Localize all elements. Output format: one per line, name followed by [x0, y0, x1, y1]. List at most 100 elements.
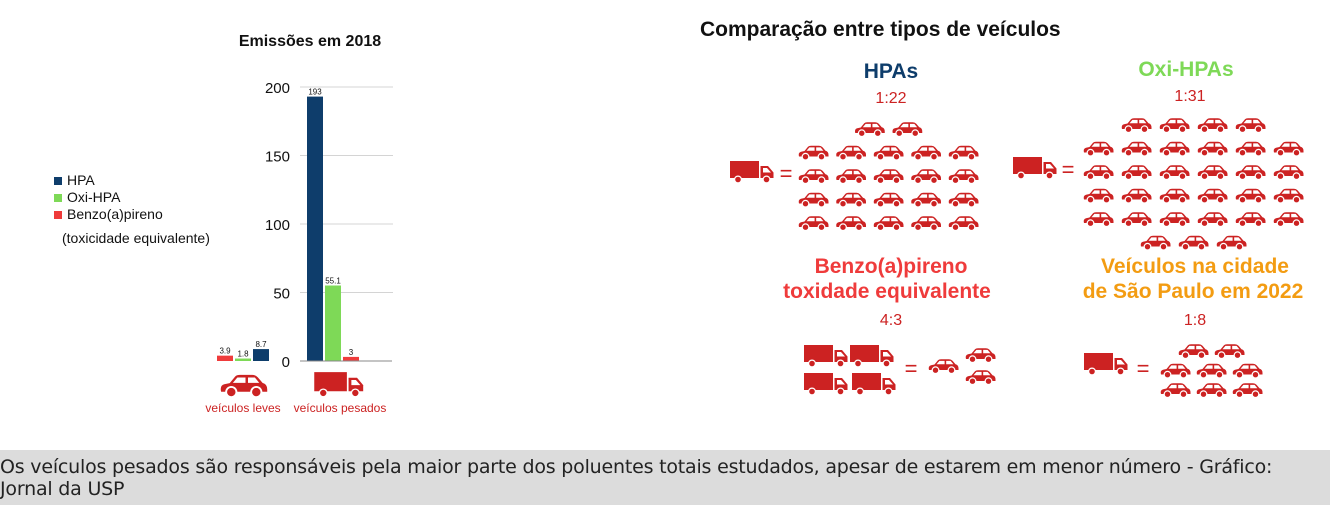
category-label-heavy: veículos pesados [294, 401, 387, 415]
infographic: Emissões em 2018 0 50 100 150 200 3.9 1.8 8.7 1… [54, 18, 1304, 415]
group-label-benzo-line2: toxidade equivalente [783, 280, 991, 303]
chart-title: Emissões em 2018 [239, 33, 381, 50]
car-icon [1273, 141, 1304, 157]
car-icon [948, 145, 979, 161]
y-tick-label: 150 [265, 149, 290, 166]
car-icon [1083, 164, 1114, 180]
car-icon [835, 215, 867, 231]
car-icon [1160, 382, 1191, 398]
bars [217, 96, 359, 361]
car-icon [1121, 117, 1152, 133]
bar-value-label: 1.8 [237, 350, 249, 359]
bar-value-label: 8.7 [255, 340, 267, 349]
truck-icon [850, 344, 894, 368]
y-tick-label: 50 [273, 286, 290, 303]
car-icon [910, 192, 942, 208]
car-icon [928, 358, 959, 374]
car-icon [873, 215, 904, 231]
car-icon [1232, 363, 1263, 379]
car-icon [1159, 141, 1190, 157]
truck-icon [730, 160, 774, 184]
caption-bar: Os veículos pesados são responsáveis pel… [0, 450, 1330, 505]
group-label-benzo-line1: Benzo(a)pireno [815, 255, 968, 278]
car-icon [873, 168, 904, 184]
car-icon [1160, 363, 1191, 379]
car-icon [798, 215, 829, 231]
car-icon [1196, 382, 1227, 398]
car-icon [1232, 382, 1263, 398]
legend-note: (toxicidade equivalente) [62, 230, 210, 246]
car-icon [1121, 188, 1152, 204]
equals-sign: = [1137, 356, 1150, 381]
vehicle-comparison: Comparação entre tipos de veículos HPAs … [700, 18, 1304, 398]
bar [253, 349, 269, 361]
y-axis-ticks: 0 50 100 150 200 [265, 80, 290, 371]
car-icon [873, 145, 904, 161]
car-icon [1178, 235, 1209, 251]
equals-sign: = [780, 161, 793, 186]
car-icon [1273, 188, 1304, 204]
car-icon [1083, 211, 1114, 227]
group-label-hpas: HPAs [864, 60, 918, 83]
truck-icon [804, 372, 848, 396]
car-icon [1159, 211, 1190, 227]
truck-icon [1013, 156, 1057, 180]
car-icon [873, 192, 904, 208]
car-icon [910, 168, 942, 184]
legend-label-hpa: HPA [67, 172, 95, 188]
value-labels: 3.9 1.8 8.7 193 55.1 3 [219, 88, 353, 359]
car-icon [1159, 164, 1190, 180]
group-label-oxi-hpas: Oxi-HPAs [1138, 58, 1233, 81]
bar [217, 355, 233, 361]
light-vehicle-icon [219, 373, 268, 398]
legend-swatch-hpa [54, 177, 62, 185]
car-icon [965, 347, 996, 363]
heavy-vehicle-icon [314, 371, 364, 398]
group-ratio-sp: 1:8 [1184, 312, 1206, 329]
y-tick-label: 0 [282, 354, 290, 371]
car-icon [854, 121, 886, 137]
car-icon [1083, 188, 1114, 204]
bar-value-label: 55.1 [325, 277, 341, 286]
group-ratio-hpas: 1:22 [875, 90, 906, 107]
car-icon [1197, 211, 1228, 227]
car-icon [798, 192, 829, 208]
car-icon [1159, 188, 1190, 204]
car-icon [965, 369, 996, 385]
bar-value-label: 193 [308, 88, 322, 97]
truck-icon [804, 344, 848, 368]
legend-label-benzo: Benzo(a)pireno [67, 206, 163, 222]
car-icon [948, 192, 979, 208]
car-icon [1083, 141, 1114, 157]
car-icon [1273, 164, 1304, 180]
bar [343, 356, 359, 361]
bar [235, 358, 251, 361]
group-ratio-oxi-hpas: 1:31 [1174, 88, 1205, 105]
car-icon [1196, 363, 1227, 379]
equals-sign: = [1062, 157, 1075, 182]
group-ratio-benzo: 4:3 [880, 312, 902, 329]
group-label-sp-line2: de São Paulo em 2022 [1083, 280, 1304, 303]
car-icon [798, 168, 829, 184]
car-icon [1214, 343, 1245, 359]
legend-swatch-oxi-hpa [54, 194, 62, 202]
legend-swatch-benzo [54, 211, 62, 219]
car-icon [1121, 211, 1152, 227]
car-icon [891, 121, 923, 137]
vehicle-group-sp: = [1084, 343, 1263, 398]
car-icon [835, 145, 867, 161]
car-icon [1197, 117, 1228, 133]
car-icon [1197, 141, 1228, 157]
car-icon [1235, 188, 1266, 204]
category-label-light: veículos leves [205, 401, 280, 415]
y-tick-label: 100 [265, 217, 290, 234]
car-icon [1121, 164, 1152, 180]
car-icon [1235, 211, 1266, 227]
car-icon [835, 192, 867, 208]
car-icon [835, 168, 867, 184]
vehicle-group-hpas: = [730, 121, 979, 231]
vehicle-group-benzo: = [804, 344, 996, 396]
car-icon [910, 145, 942, 161]
group-label-sp-line1: Veículos na cidade [1101, 255, 1289, 278]
bar-chart: Emissões em 2018 0 50 100 150 200 3.9 1.8 8.7 1… [54, 33, 393, 415]
